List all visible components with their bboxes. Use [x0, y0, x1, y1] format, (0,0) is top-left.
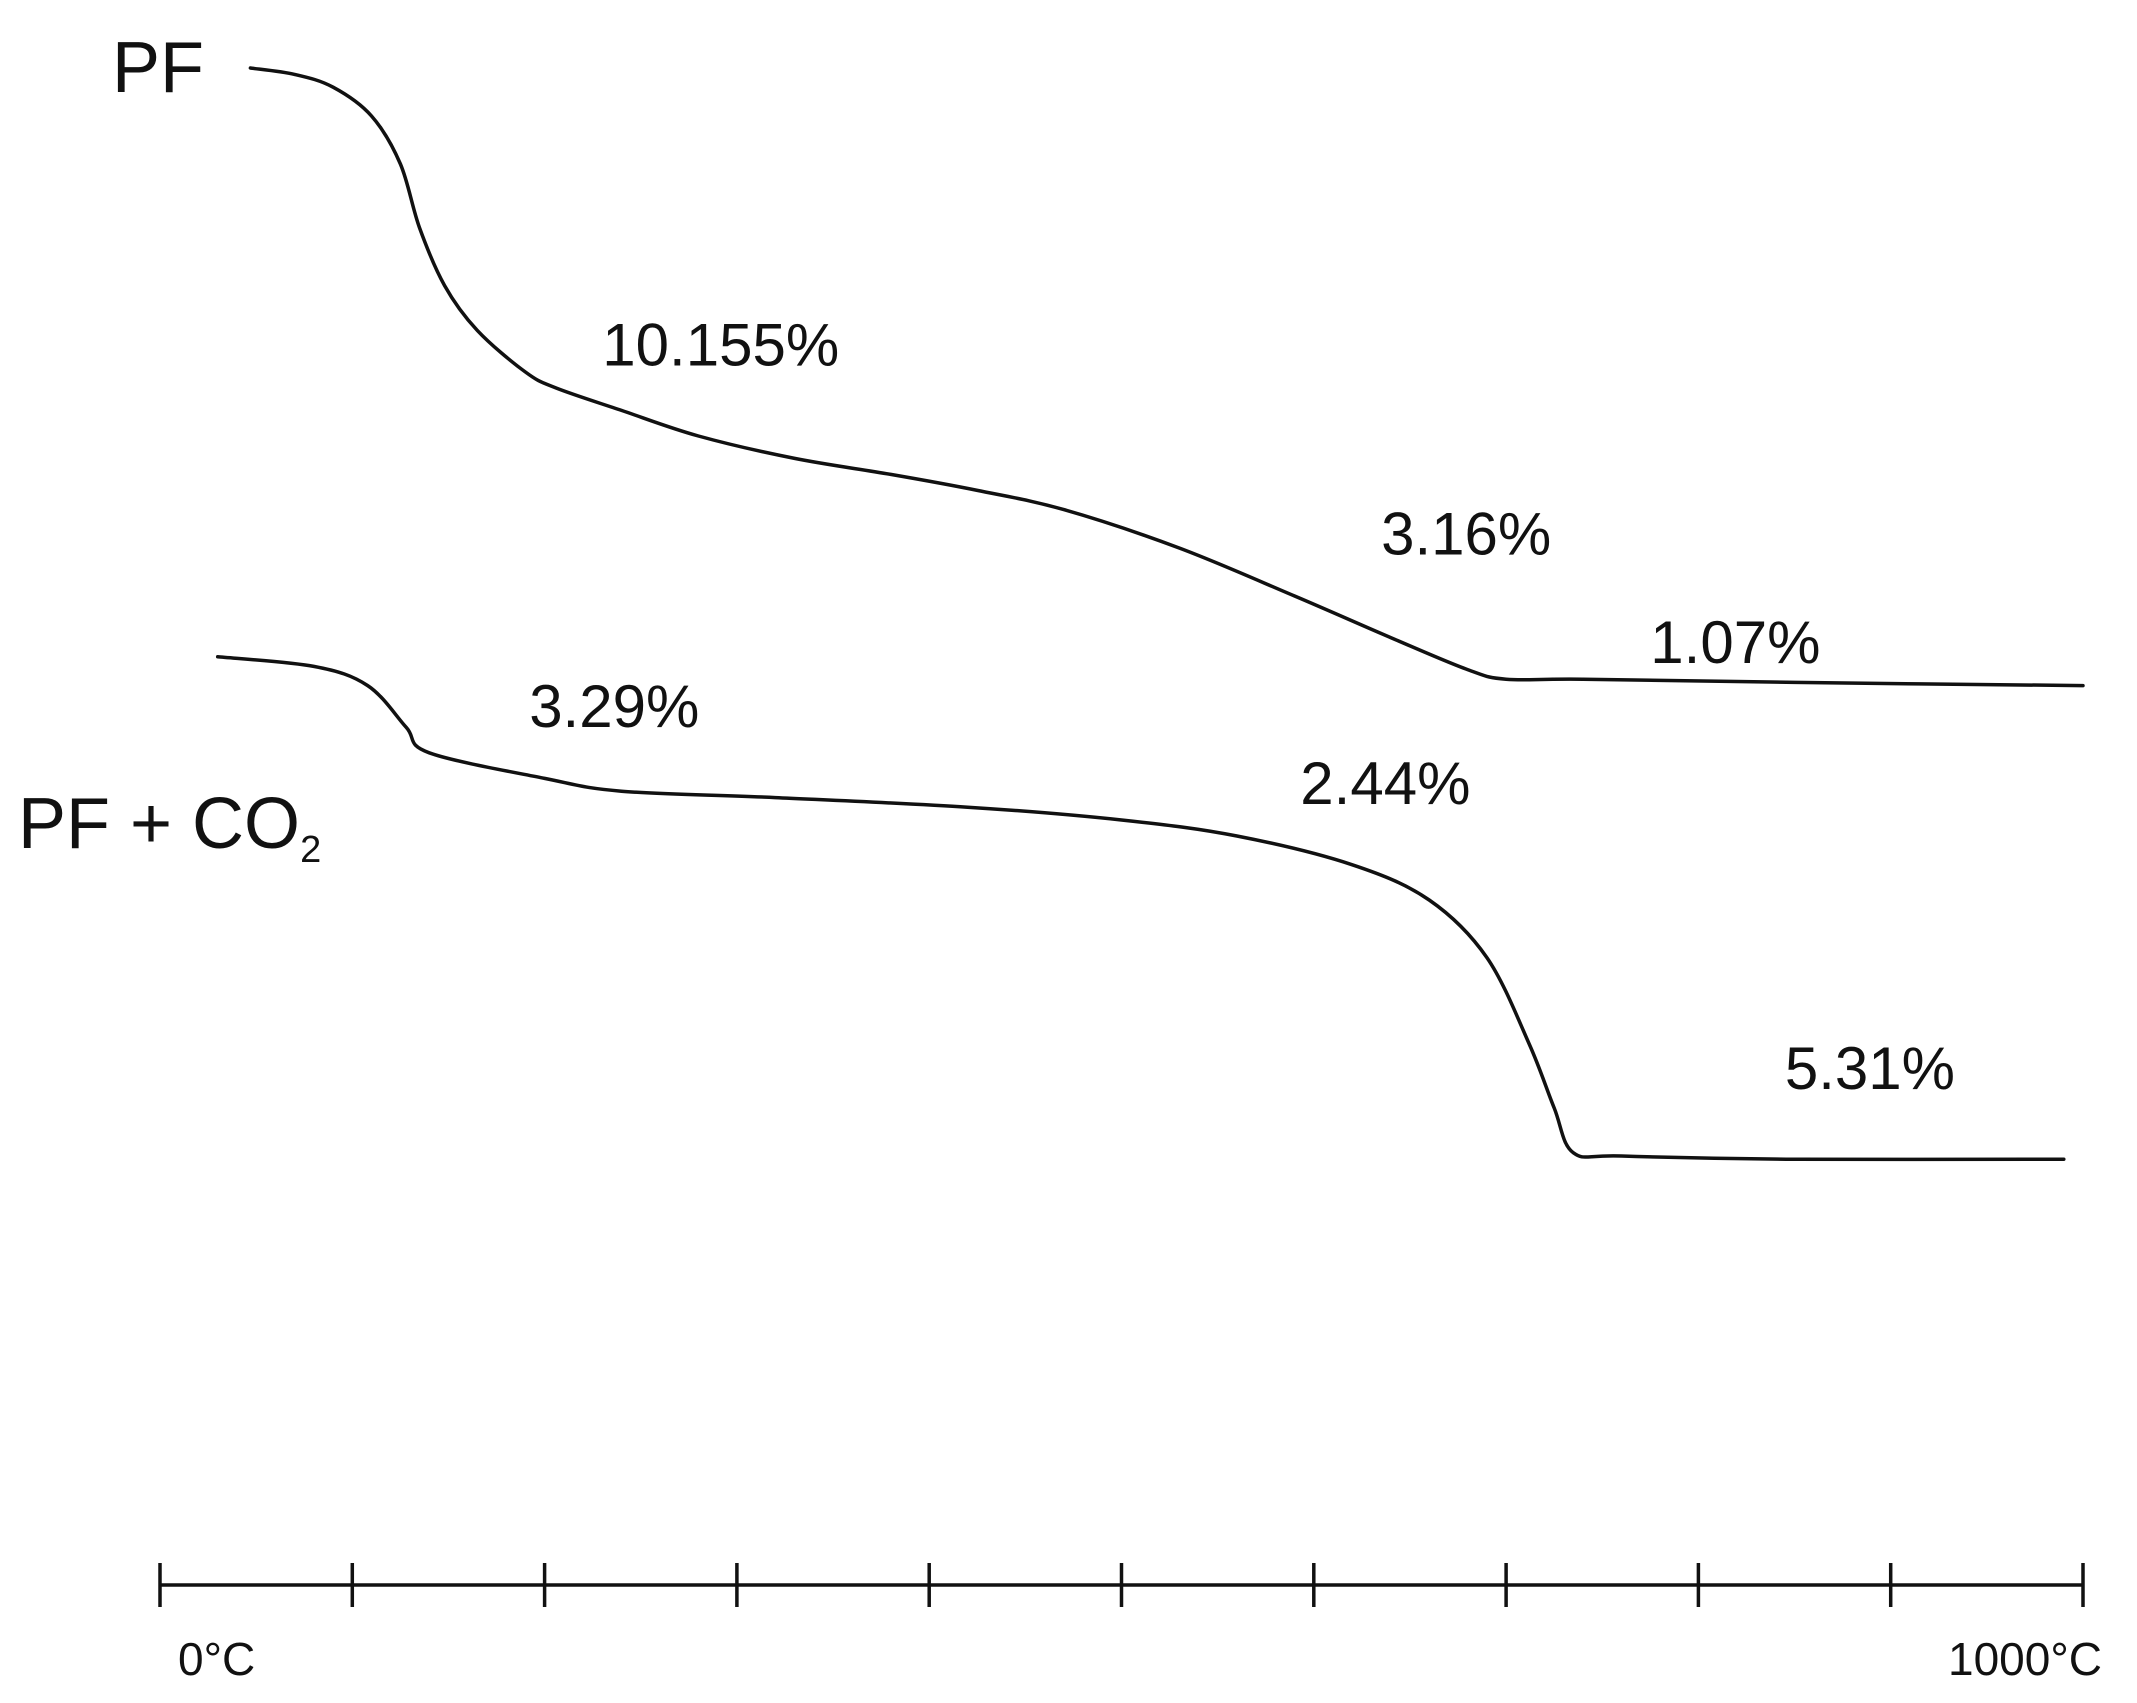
annotation-s0-0: 10.155%	[602, 312, 839, 379]
x-tick-label-min: 0°C	[178, 1633, 255, 1685]
series-labels-layer: PF PF + CO2	[18, 28, 321, 871]
series-label-pf: PF	[112, 28, 204, 108]
curves-layer	[215, 66, 2085, 1162]
series-line-0	[248, 66, 2085, 688]
annotation-s1-1: 2.44%	[1300, 750, 1470, 817]
annotation-s1-0: 3.29%	[529, 673, 699, 740]
series-label-pf-co2: PF + CO2	[18, 784, 321, 871]
series-label-pf-co2-subscript: 2	[300, 829, 321, 871]
x-axis-ticks	[158, 1563, 2085, 1607]
series-label-pf-name: PF	[112, 28, 204, 108]
annotation-s1-2: 5.31%	[1785, 1035, 1955, 1102]
x-axis: 0°C 1000°C	[158, 1563, 2102, 1685]
x-tick-label-max: 1000°C	[1948, 1633, 2102, 1685]
annotations-layer: 10.155% 3.16% 1.07% 3.29% 2.44% 5.31%	[529, 312, 1955, 1102]
annotation-s0-1: 3.16%	[1381, 500, 1551, 567]
series-label-pf-co2-name: PF + CO	[18, 784, 300, 864]
annotation-s0-2: 1.07%	[1650, 609, 1820, 676]
series-line-1	[215, 655, 2066, 1162]
